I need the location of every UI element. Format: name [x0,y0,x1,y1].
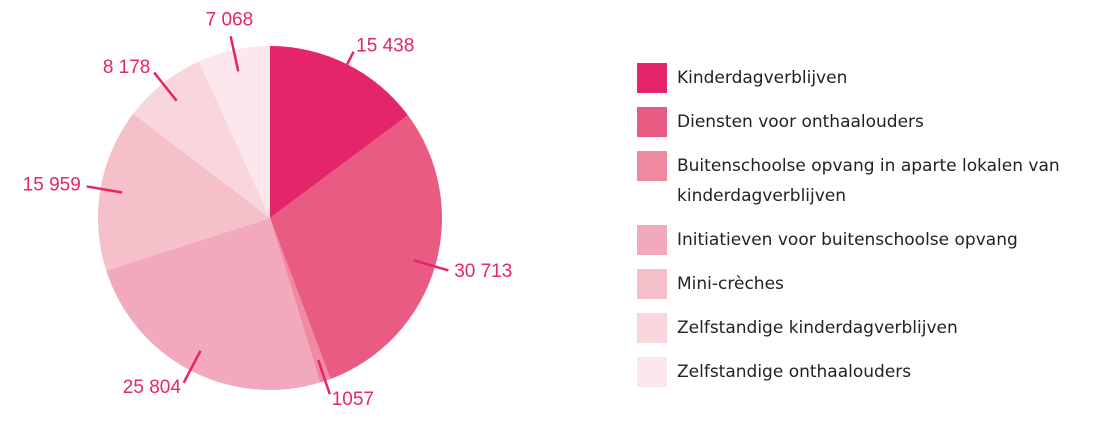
pie-slice [98,113,270,271]
data-label: 8 178 [103,57,151,78]
legend-swatch [637,313,667,343]
data-label: 25 804 [123,377,182,398]
chart: 15 438 30 713 1057 25 804 15 959 8 178 7 068 [23,9,513,410]
leader-line [317,359,331,395]
legend-swatch [637,63,667,93]
legend-item: Buitenschoolse opvang in aparte lokalen … [637,151,1062,211]
legend-item: Mini-crèches [637,269,1062,299]
legend-label: Diensten voor onthaalouders [677,112,924,132]
legend-swatch [637,357,667,387]
legend-label: Mini-crèches [677,274,784,294]
pie-slice [198,46,270,218]
data-label: 30 713 [454,261,512,282]
leader-line [182,350,202,384]
legend-item: Initiatieven voor buitenschoolse opvang [637,225,1062,255]
legend: Kinderdagverblijven Diensten voor onthaal… [637,63,1062,401]
pie-slice [106,218,321,390]
legend-item: Diensten voor onthaalouders [637,107,1062,137]
legend-label: Kinderdagverblijven [677,68,848,88]
legend-label: Initiatieven voor buitenschoolse opvang [677,230,1018,250]
data-label: 15 959 [23,174,81,195]
legend-item: Zelfstandige onthaalouders [637,357,1062,387]
pie-slice [270,46,408,218]
leader-line [413,259,449,272]
legend-item: Zelfstandige kinderdagverblijven [637,313,1062,343]
data-label: 1057 [332,389,374,410]
pie-slice [133,61,270,218]
leader-line [229,35,240,72]
legend-item: Kinderdagverblijven [637,63,1062,93]
legend-swatch [637,225,667,255]
data-label: 7 068 [206,9,254,30]
pie-slice [270,218,331,383]
legend-label: Zelfstandige kinderdagverblijven [677,318,958,338]
legend-label: Buitenschoolse opvang in aparte lokalen … [677,156,1060,206]
data-label: 15 438 [356,35,414,56]
pie-slice [270,115,443,380]
legend-label: Zelfstandige onthaalouders [677,362,912,382]
leader-line [86,185,123,194]
legend-swatch [637,269,667,299]
leader-line [153,71,178,102]
legend-swatch [637,107,667,137]
legend-swatch [637,151,667,181]
leader-line [336,51,355,85]
